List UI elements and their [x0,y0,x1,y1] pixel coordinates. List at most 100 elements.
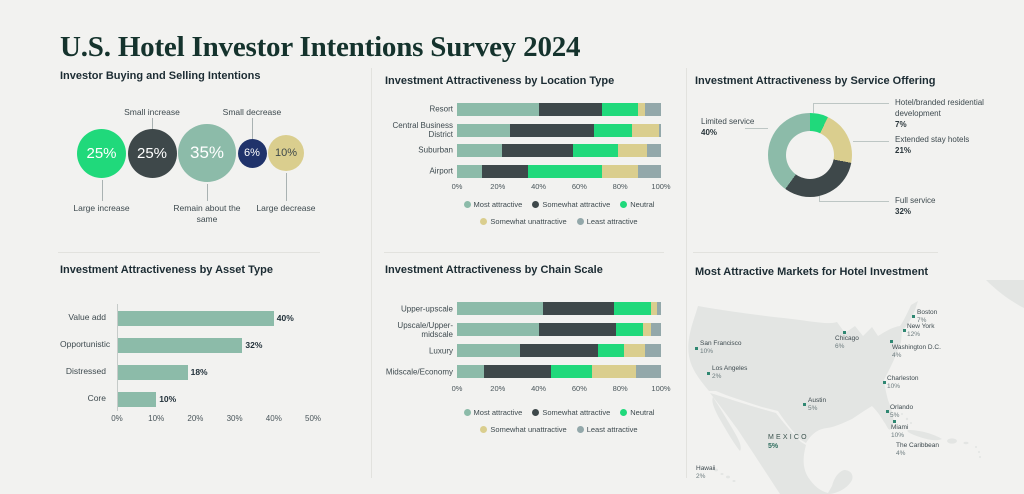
map-label-name: New York [907,323,935,330]
donut-connector-full-service-v [819,196,820,202]
stacked-bar-upper-upscale [457,302,661,315]
x-tick: 40% [531,384,547,393]
segment-somewhat-attractive [510,124,594,137]
map-label-value: 5% [808,405,818,413]
map-label-value: 6% [835,343,845,351]
map-dot-austin [803,403,806,406]
map-dot-boston [912,315,915,318]
chart-title-service-offering: Investment Attractiveness by Service Off… [695,75,936,87]
legend-label: Somewhat unattractive [490,217,567,226]
legend-item-somewhat-attractive: Somewhat attractive [532,408,610,417]
bar-core [117,392,157,407]
legend-item-neutral: Neutral [620,200,654,209]
map-markers-layer: San Francisco 10% Los Angeles 2% Chicago 6% Bo… [680,280,1024,494]
row-label-central-business-district: Central Business District [392,121,453,140]
segment-neutral [616,323,643,336]
bubble-small-increase: 25% [127,128,177,178]
x-tick: 60% [571,182,587,191]
legend-label: Somewhat attractive [542,200,611,209]
legend-swatch-least-attractive [576,426,584,433]
connector-line [152,118,153,129]
row-label-upscale-upper-midscale: Upscale/Upper-midscale [397,320,453,339]
map-label-boston: Boston 7% [917,309,937,326]
legend-item-most-attractive: Most attractive [463,408,522,417]
x-tick: 20% [187,414,204,423]
divider-vertical-2 [686,68,687,478]
connector-line [101,179,103,201]
segment-most-attractive [457,302,543,315]
map-label-name: Austin [808,397,827,404]
map-label-value: 7% [917,317,927,325]
antilles-island-2 [978,451,980,453]
stacked-bar-midscale-economy [457,365,661,378]
map-label-value: 4% [892,352,902,360]
segment-most-attractive [457,344,521,357]
segment-least-attractive [650,323,661,336]
row-label-luxury: Luxury [428,345,453,355]
legend-swatch-somewhat-attractive [532,201,540,208]
bubble-large-increase: 25% [77,128,126,178]
y-axis-line [117,304,118,411]
segment-somewhat-unattractive [632,124,659,137]
donut-label-limited-service-value: 40% [701,127,718,137]
row-label-opportunistic: Opportunistic [60,339,111,350]
map-label-value: 10% [891,432,905,440]
map-label-hawaii: Hawaii 2% [696,465,716,482]
legend-label: Somewhat attractive [542,408,611,417]
map-label-san-francisco: San Francisco 10% [700,340,742,357]
map-label-los-angeles: Los Angeles 2% [712,365,747,382]
map-label-name: San Francisco [700,340,742,347]
segment-somewhat-attractive [538,103,602,116]
x-tick: 80% [612,384,628,393]
panel-location-type: Investment Attractiveness by Location Ty… [385,70,675,250]
legend-label: Least attractive [586,425,638,434]
panel-attractive-markets-map: Most Attractive Markets for Hotel Invest… [680,262,1024,494]
bubble-label-small-decrease: Small decrease [222,107,282,117]
legend-swatch-neutral [620,409,628,416]
chart-title-chain-scale: Investment Attractiveness by Chain Scale [385,264,603,276]
segment-least-attractive [636,365,661,378]
page-title: U.S. Hotel Investor Intentions Survey 20… [60,31,581,64]
legend-item-neutral: Neutral [620,408,654,417]
x-tick: 50% [304,414,322,423]
legend-swatch-somewhat-attractive [532,409,540,416]
legend-label: Somewhat unattractive [490,425,567,434]
legend-label: Neutral [630,200,655,209]
legend-swatch-somewhat-unattractive [480,218,488,225]
bar-value-value-add: 40% [276,313,294,324]
map-label-value: 4% [896,450,906,458]
legend-swatch-most-attractive [463,201,471,208]
legend-swatch-somewhat-unattractive [480,426,488,433]
panel-chain-scale: Investment Attractiveness by Chain Scale… [385,258,675,458]
donut-label-hotel-branded: Hotel/branded residential development 7% [895,98,1013,130]
segment-somewhat-attractive [481,165,529,178]
puerto-rico-island [963,441,969,445]
bar-distressed [117,365,188,380]
map-label-the-caribbean: The Caribbean 4% [896,442,939,459]
stacked-bar-central-business-district [457,124,661,137]
bubble-label-large-decrease: Large decrease [256,203,316,213]
segment-neutral [593,124,633,137]
segment-somewhat-unattractive [591,365,637,378]
map-label-orlando: Orlando 5% [890,404,913,421]
legend-item-most-attractive: Most attractive [463,200,522,209]
chart-title-asset-type: Investment Attractiveness by Asset Type [60,264,273,276]
chart-title-location-type: Investment Attractiveness by Location Ty… [385,75,615,87]
segment-neutral [528,165,602,178]
segment-somewhat-unattractive [650,302,657,315]
segment-neutral [601,103,639,116]
legend-row: Most attractive Somewhat attractive Neutra… [457,408,661,417]
map-dot-washington-d-c [890,340,893,343]
segment-somewhat-attractive [542,302,615,315]
legend-row: Somewhat unattractive Least attractive [457,425,661,434]
chart-title-buying-selling: Investor Buying and Selling Intentions [60,70,261,82]
segment-somewhat-unattractive [601,165,639,178]
row-label-resort: Resort [429,104,453,114]
segment-somewhat-unattractive [642,323,651,336]
legend-item-somewhat-attractive: Somewhat attractive [532,200,610,209]
x-tick: 60% [571,384,587,393]
donut-connector-limited [745,128,768,129]
segment-least-attractive [656,302,661,315]
map-label-austin: Austin 5% [808,397,826,414]
